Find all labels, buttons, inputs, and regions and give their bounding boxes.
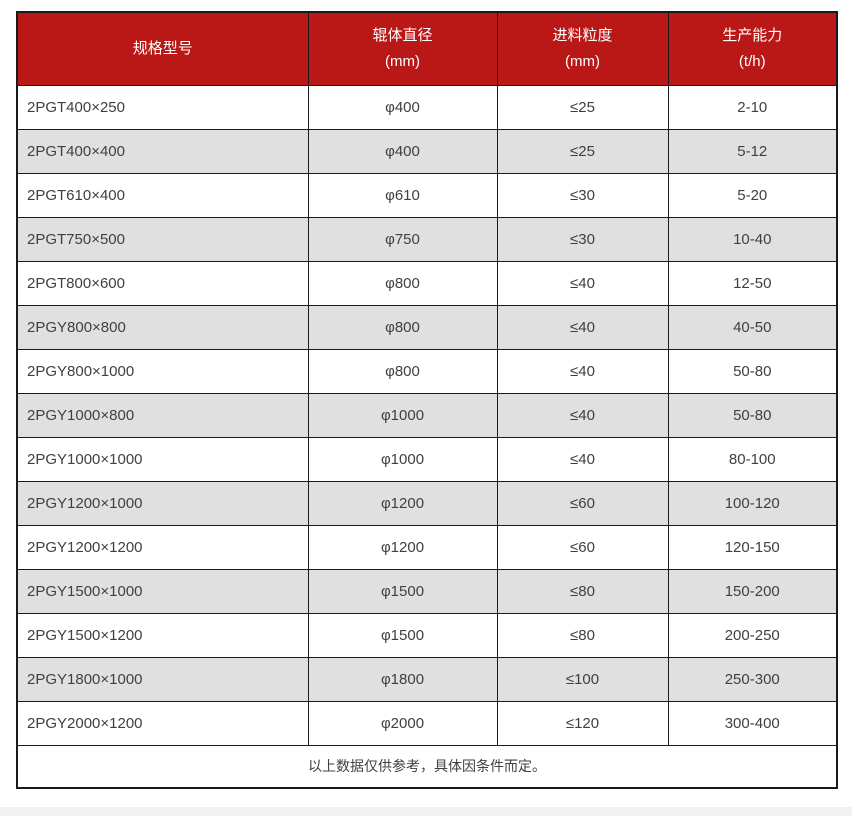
cell-roller-diameter: φ400 [307, 84, 498, 130]
cell-feed-size: ≤120 [496, 700, 669, 746]
cell-capacity: 100-120 [667, 480, 838, 526]
cell-model: 2PGT800×600 [16, 260, 309, 306]
table-row: 2PGY1200×1200 φ1200 ≤60 120-150 [16, 524, 838, 570]
cell-feed-size: ≤30 [496, 216, 669, 262]
cell-model: 2PGY1200×1000 [16, 480, 309, 526]
header-row: 规格型号 辊体直径 (mm) 进料粒度 (mm) 生产能力 (t/h) [16, 11, 838, 86]
cell-capacity: 150-200 [667, 568, 838, 614]
table-row: 2PGY800×1000 φ800 ≤40 50-80 [16, 348, 838, 394]
table-header: 规格型号 辊体直径 (mm) 进料粒度 (mm) 生产能力 (t/h) [16, 11, 838, 86]
cell-feed-size: ≤40 [496, 348, 669, 394]
table-row: 2PGY1000×800 φ1000 ≤40 50-80 [16, 392, 838, 438]
cell-model: 2PGY1500×1000 [16, 568, 309, 614]
table-row: 2PGY1500×1000 φ1500 ≤80 150-200 [16, 568, 838, 614]
column-header-capacity: 生产能力 (t/h) [667, 11, 838, 86]
cell-model: 2PGT400×400 [16, 128, 309, 174]
table-row: 2PGT400×250 φ400 ≤25 2-10 [16, 84, 838, 130]
cell-capacity: 5-20 [667, 172, 838, 218]
table-row: 2PGY1500×1200 φ1500 ≤80 200-250 [16, 612, 838, 658]
cell-roller-diameter: φ800 [307, 304, 498, 350]
cell-feed-size: ≤80 [496, 568, 669, 614]
cell-model: 2PGY1000×1000 [16, 436, 309, 482]
cell-model: 2PGT400×250 [16, 84, 309, 130]
cell-capacity: 120-150 [667, 524, 838, 570]
table-row: 2PGY800×800 φ800 ≤40 40-50 [16, 304, 838, 350]
cell-roller-diameter: φ1500 [307, 612, 498, 658]
table-row: 2PGY1800×1000 φ1800 ≤100 250-300 [16, 656, 838, 702]
cell-roller-diameter: φ800 [307, 260, 498, 306]
page-bottom-strip [0, 807, 852, 816]
cell-roller-diameter: φ1000 [307, 436, 498, 482]
table-wrapper: 规格型号 辊体直径 (mm) 进料粒度 (mm) 生产能力 (t/h) [16, 11, 838, 789]
cell-feed-size: ≤40 [496, 260, 669, 306]
cell-roller-diameter: φ1500 [307, 568, 498, 614]
column-unit: (t/h) [738, 52, 766, 70]
column-header-feed-size: 进料粒度 (mm) [496, 11, 669, 86]
footnote-row: 以上数据仅供参考，具体因条件而定。 [16, 744, 838, 789]
cell-capacity: 50-80 [667, 348, 838, 394]
cell-roller-diameter: φ1200 [307, 480, 498, 526]
cell-capacity: 80-100 [667, 436, 838, 482]
column-label: 进料粒度 [552, 27, 613, 45]
cell-feed-size: ≤60 [496, 524, 669, 570]
cell-model: 2PGT750×500 [16, 216, 309, 262]
cell-roller-diameter: φ2000 [307, 700, 498, 746]
cell-feed-size: ≤25 [496, 84, 669, 130]
column-label: 生产能力 [722, 27, 783, 45]
cell-model: 2PGY2000×1200 [16, 700, 309, 746]
cell-feed-size: ≤40 [496, 392, 669, 438]
cell-feed-size: ≤30 [496, 172, 669, 218]
cell-model: 2PGY1000×800 [16, 392, 309, 438]
table-row: 2PGT610×400 φ610 ≤30 5-20 [16, 172, 838, 218]
cell-capacity: 12-50 [667, 260, 838, 306]
cell-capacity: 50-80 [667, 392, 838, 438]
spec-table: 规格型号 辊体直径 (mm) 进料粒度 (mm) 生产能力 (t/h) [16, 11, 838, 789]
cell-feed-size: ≤40 [496, 304, 669, 350]
cell-capacity: 40-50 [667, 304, 838, 350]
table-row: 2PGT400×400 φ400 ≤25 5-12 [16, 128, 838, 174]
cell-feed-size: ≤100 [496, 656, 669, 702]
cell-feed-size: ≤25 [496, 128, 669, 174]
table-row: 2PGY1200×1000 φ1200 ≤60 100-120 [16, 480, 838, 526]
cell-model: 2PGY800×800 [16, 304, 309, 350]
cell-capacity: 200-250 [667, 612, 838, 658]
column-unit: (mm) [565, 52, 600, 70]
cell-roller-diameter: φ1000 [307, 392, 498, 438]
table-row: 2PGY1000×1000 φ1000 ≤40 80-100 [16, 436, 838, 482]
cell-roller-diameter: φ1200 [307, 524, 498, 570]
cell-roller-diameter: φ400 [307, 128, 498, 174]
column-header-roller-diameter: 辊体直径 (mm) [307, 11, 498, 86]
table-row: 2PGT750×500 φ750 ≤30 10-40 [16, 216, 838, 262]
cell-capacity: 2-10 [667, 84, 838, 130]
table-row: 2PGY2000×1200 φ2000 ≤120 300-400 [16, 700, 838, 746]
cell-capacity: 300-400 [667, 700, 838, 746]
column-header-model: 规格型号 [16, 11, 309, 86]
cell-roller-diameter: φ610 [307, 172, 498, 218]
table-footer: 以上数据仅供参考，具体因条件而定。 [16, 744, 838, 789]
column-unit: (mm) [385, 52, 420, 70]
cell-roller-diameter: φ750 [307, 216, 498, 262]
cell-roller-diameter: φ800 [307, 348, 498, 394]
cell-model: 2PGT610×400 [16, 172, 309, 218]
cell-capacity: 250-300 [667, 656, 838, 702]
table-body: 2PGT400×250 φ400 ≤25 2-10 2PGT400×400 φ4… [16, 84, 838, 746]
table-footnote: 以上数据仅供参考，具体因条件而定。 [16, 744, 838, 789]
cell-feed-size: ≤60 [496, 480, 669, 526]
cell-model: 2PGY800×1000 [16, 348, 309, 394]
table-row: 2PGT800×600 φ800 ≤40 12-50 [16, 260, 838, 306]
cell-roller-diameter: φ1800 [307, 656, 498, 702]
column-label: 规格型号 [132, 40, 193, 57]
cell-model: 2PGY1800×1000 [16, 656, 309, 702]
cell-feed-size: ≤40 [496, 436, 669, 482]
column-label: 辊体直径 [372, 27, 433, 45]
cell-capacity: 10-40 [667, 216, 838, 262]
cell-capacity: 5-12 [667, 128, 838, 174]
cell-feed-size: ≤80 [496, 612, 669, 658]
cell-model: 2PGY1500×1200 [16, 612, 309, 658]
cell-model: 2PGY1200×1200 [16, 524, 309, 570]
